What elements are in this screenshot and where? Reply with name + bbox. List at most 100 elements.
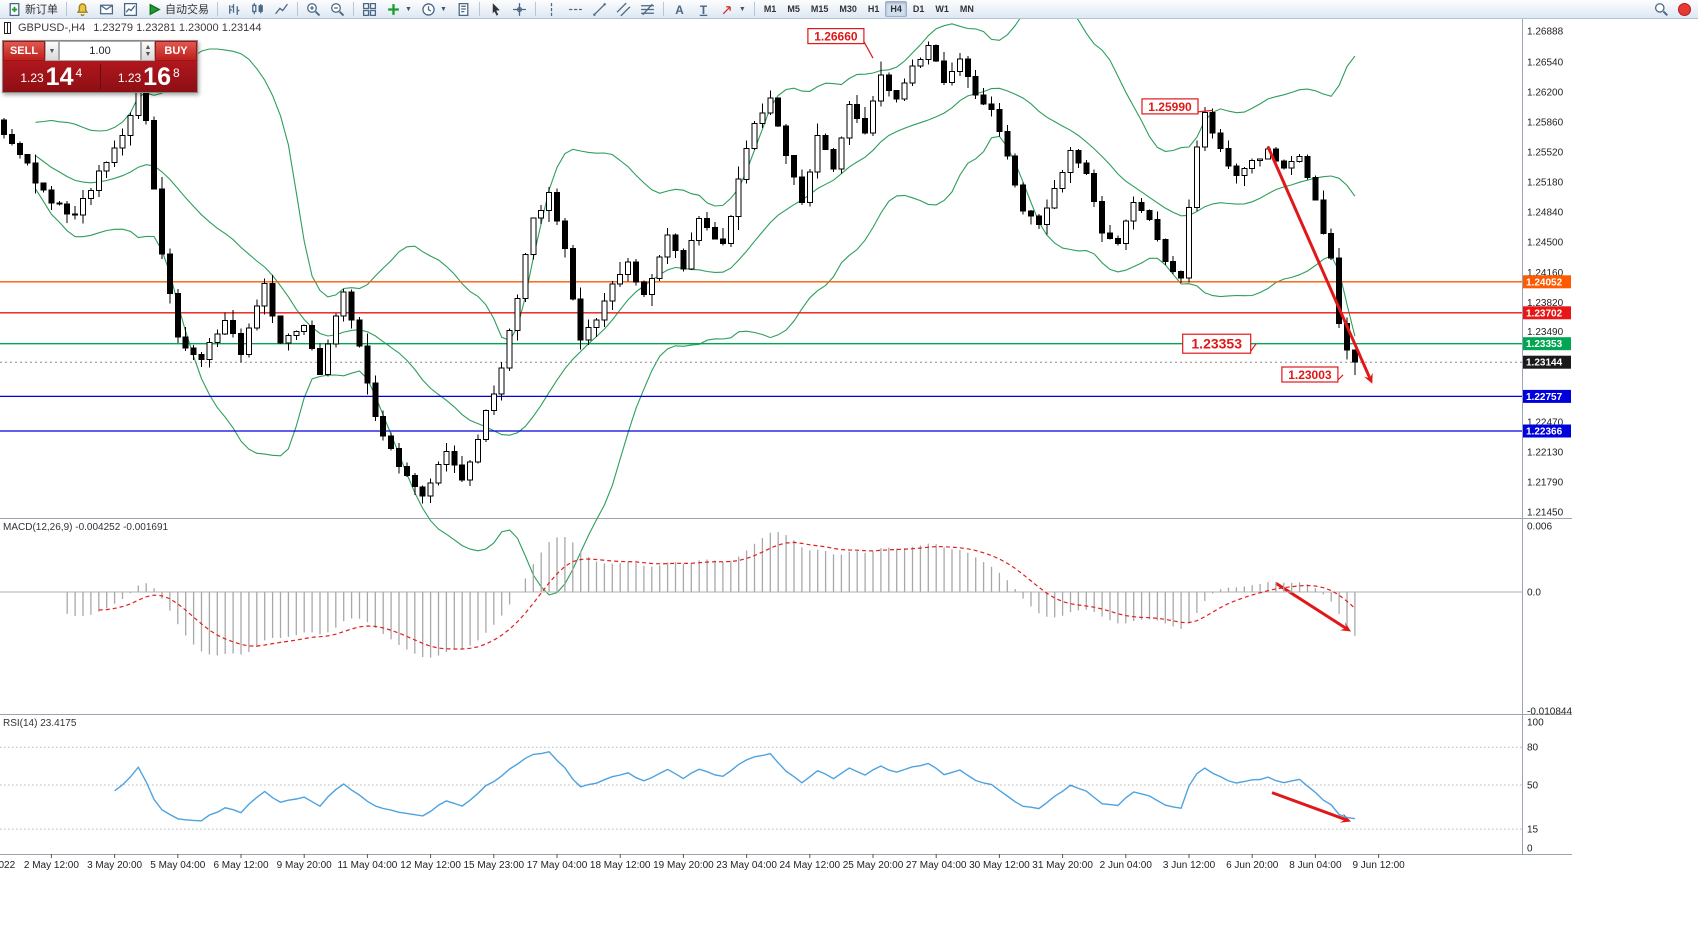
callout-pointer [1250,343,1257,352]
buy-button[interactable]: BUY [155,41,197,61]
price-tag-label: 1.23353 [1526,339,1563,350]
trend-arrow[interactable] [1266,146,1372,380]
y-axis-label: 1.24500 [1527,238,1564,249]
macd-axis-label: 0.006 [1527,522,1552,533]
bar-chart-button[interactable] [222,1,245,18]
toolbar-separator [297,2,298,16]
market-watch-button[interactable] [119,1,142,18]
volume-spinner[interactable]: ▲ ▼ [141,41,155,61]
line-chart-icon [275,3,288,14]
y-axis-label: 1.24840 [1527,208,1564,219]
price-tag-label: 1.24052 [1526,277,1563,288]
y-axis-label: 1.22130 [1527,447,1564,458]
price-callout-label: 1.26660 [814,30,858,44]
trade-panel-controls: SELL ▼ 1.00 ▲ ▼ BUY [3,41,197,61]
volume-dropdown[interactable]: ▼ [45,41,59,61]
time-axis-label: 2 Jun 04:00 [1100,860,1153,871]
trend-arrow-head [1340,813,1351,823]
timeframe-mn[interactable]: MN [959,4,974,14]
zoom-in-button[interactable] [302,1,325,18]
buy-price[interactable]: 1.23 16 8 [101,64,198,90]
autotrade-label: 自动交易 [165,4,209,16]
autotrade-button[interactable]: 自动交易 [143,1,213,18]
candle-chart-icon [252,2,263,14]
macd-axis-label: -0.010844 [1527,707,1572,718]
timeframe-m1[interactable]: M1 [763,4,777,14]
sell-button[interactable]: SELL [3,41,45,61]
periods-button[interactable]: ▼ [417,1,451,18]
timeframe-h4[interactable]: H4 [885,1,907,17]
timeframe-m5[interactable]: M5 [787,4,800,14]
notifications-badge[interactable] [1678,2,1691,16]
timeframe-d1[interactable]: D1 [912,4,925,14]
bollinger-middle [35,87,1356,436]
price-tag [1523,389,1571,403]
timeframe-w1[interactable]: W1 [935,4,949,14]
toolbar-separator [662,2,664,16]
time-axis-label: 24 May 12:00 [779,860,840,871]
zoom-out-button[interactable] [326,1,349,18]
tile-windows-button[interactable] [358,1,381,18]
line-chart-button[interactable] [270,1,293,18]
time-axis: 29 Apr 2022 2 May 12:00 3 May 20:00 5 May 0… [0,854,1405,871]
rsi-axis-label: 80 [1527,743,1539,754]
zoom-in-icon [307,2,321,16]
timeframe-h1[interactable]: H1 [867,4,880,14]
price-callout[interactable] [807,28,865,45]
price-tag-label: 1.22366 [1526,427,1563,438]
trend-arrow-head [1363,372,1373,384]
crosshair-button[interactable] [508,1,531,18]
fibo-icon [640,3,654,15]
candlestick-series [1,41,1358,504]
trendline-button[interactable] [588,1,611,18]
time-axis-label: 9 Jun 12:00 [1352,860,1405,871]
label-button[interactable]: T [692,1,715,18]
alerts-button[interactable] [71,1,94,18]
time-axis-label: 12 May 12:00 [400,860,461,871]
sell-price[interactable]: 1.23 14 4 [3,64,100,90]
shapes-icon [722,5,731,14]
channel-icon [616,2,631,16]
price-callout[interactable] [1281,366,1339,383]
text-button[interactable]: A [668,1,691,18]
templates-button[interactable] [452,1,475,18]
time-axis-label: 25 May 20:00 [843,860,904,871]
cursor-button[interactable] [484,1,507,18]
sell-price-big: 14 [45,62,74,91]
shapes-button[interactable]: ▼ [716,1,750,18]
channel-button[interactable] [612,1,635,18]
price-tag [1523,306,1571,320]
autotrade-play-icon [149,3,161,15]
volume-input[interactable]: 1.00 [59,41,141,61]
price-divider [99,63,101,90]
macd-axis-label: 0.0 [1527,588,1541,599]
candle-chart-button[interactable] [246,1,269,18]
annotations[interactable]: 1.26660 1.25990 1.23353 1.23003 [807,28,1373,823]
cursor-icon [492,2,500,16]
hline-button[interactable] [564,1,587,18]
one-click-trading-panel: SELL ▼ 1.00 ▲ ▼ BUY 1.23 14 4 1.23 16 8 [2,40,198,93]
periods-icon [422,2,435,16]
sell-price-small: 1.23 [20,70,44,85]
time-axis-label: 6 May 12:00 [213,860,268,871]
timeframe-m30[interactable]: M30 [839,4,857,14]
price-callout[interactable] [1182,333,1252,354]
trend-arrow[interactable] [1275,582,1348,631]
price-callout[interactable] [1141,98,1199,115]
indicators-button[interactable]: ▼ [382,1,416,18]
timeframe-m15[interactable]: M15 [810,4,829,14]
new-order-button[interactable]: 新订单 [3,1,62,18]
fibo-button[interactable] [636,1,659,18]
search-button[interactable] [1650,1,1673,18]
rsi-axis-label: 50 [1527,781,1539,792]
vline-button[interactable] [540,1,563,18]
zoom-out-icon [331,2,345,16]
hline-icon [568,8,582,10]
bollinger-upper [35,0,1356,341]
macd-panel: MACD(12,26,9) -0.004252 -0.001691 0.006 0.… [0,522,1572,718]
horizontal-lines[interactable] [0,281,1522,432]
trend-arrow[interactable] [1271,791,1347,822]
news-button[interactable] [95,1,118,18]
search-icon [1654,2,1668,16]
